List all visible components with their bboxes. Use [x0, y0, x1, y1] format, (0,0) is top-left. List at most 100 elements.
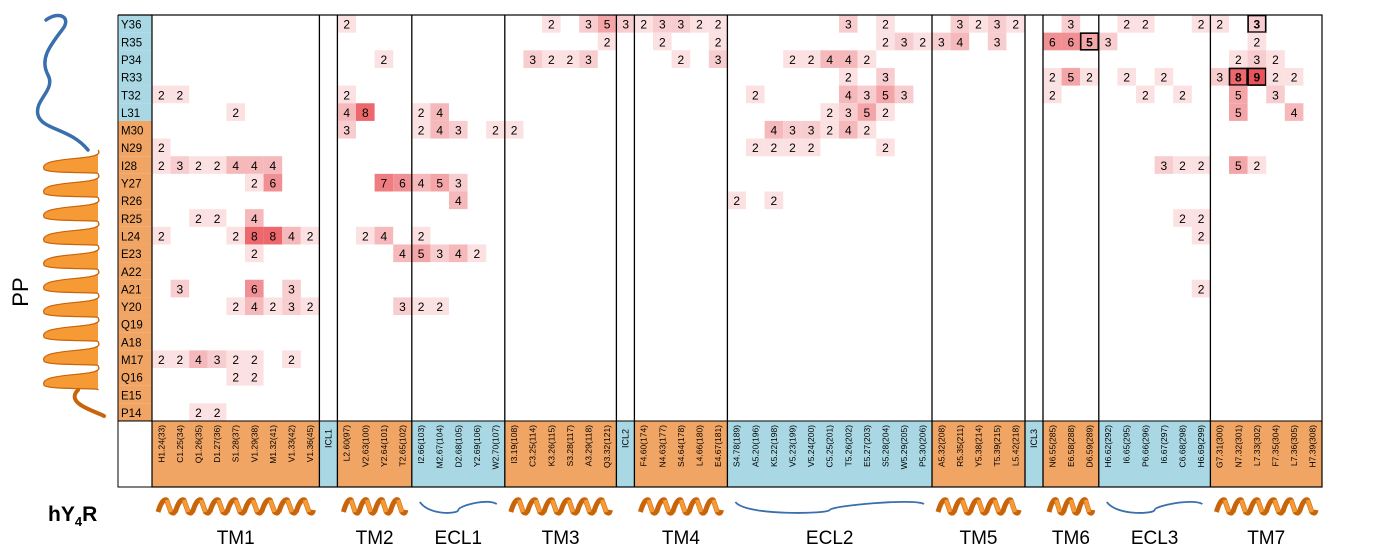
contact-value: 2 — [548, 18, 555, 32]
contact-cell — [1061, 67, 1081, 86]
pp-helix-turn — [43, 317, 100, 343]
helix-turn-face — [992, 499, 1001, 513]
contact-cell — [783, 50, 802, 68]
contact-cell — [857, 50, 877, 68]
contact-cell — [894, 32, 914, 51]
contact-value: 3 — [288, 300, 295, 314]
contact-value: 5 — [436, 177, 443, 191]
contact-value: 3 — [678, 18, 685, 32]
contact-value: 2 — [232, 371, 239, 385]
pp-residue-label: A21 — [121, 284, 141, 296]
contact-value: 2 — [214, 406, 221, 420]
receptor-residue-label: H6.69(299) — [1196, 425, 1206, 468]
pp-row-background — [118, 403, 152, 421]
contact-value: 3 — [789, 124, 796, 138]
contact-value: 2 — [1049, 88, 1056, 102]
contact-value: 2 — [715, 18, 722, 32]
helix-turn-face — [302, 499, 311, 513]
contact-cell — [950, 15, 970, 33]
contact-value: 2 — [158, 159, 165, 173]
receptor-residue-label: C1.25(34) — [175, 425, 185, 463]
pp-residue-label: Y36 — [121, 20, 141, 32]
receptor-residue-label: L2.60(97) — [342, 425, 352, 462]
contact-value: 2 — [1198, 18, 1205, 32]
contact-cell — [1247, 67, 1267, 86]
pp-row-background — [118, 244, 152, 263]
contact-value: 4 — [251, 300, 258, 314]
contact-value: 2 — [1216, 18, 1223, 32]
contact-value: 2 — [864, 53, 871, 67]
contact-value: 2 — [1291, 71, 1298, 85]
contact-value: 2 — [826, 106, 833, 120]
pp-residue-label: Y20 — [121, 302, 141, 314]
contact-cell — [207, 403, 227, 421]
contact-cell — [820, 50, 839, 68]
pp-row-background — [118, 50, 152, 68]
contact-value: 4 — [381, 229, 388, 243]
contact-cell — [653, 32, 672, 51]
contact-cell — [411, 226, 431, 245]
pp-residue-label: Y27 — [121, 179, 141, 191]
contact-value: 4 — [436, 124, 443, 138]
contact-cell — [245, 297, 264, 316]
loop-column-label: ICL2 — [620, 429, 630, 448]
contact-value: 3 — [399, 300, 406, 314]
contact-heatmap: 2 2 3 5 3 2 3 3 2 2 3 2 3 2 3 2 3 2 2 2 2 32 2 2 2 3 2 3 4 3 6 6 5 3 22 3 2 2… — [152, 14, 1322, 421]
contact-value: 4 — [826, 53, 833, 67]
pp-residue-label: E15 — [121, 390, 141, 402]
pp-row-background — [118, 67, 152, 86]
contact-cell — [337, 120, 356, 139]
receptor-residue-label: H6.62(292) — [1103, 425, 1113, 468]
contact-value: 2 — [845, 71, 852, 85]
receptor-residue-label: W5.29(205) — [899, 425, 909, 470]
contact-cell — [189, 156, 208, 174]
contact-cell — [708, 15, 728, 33]
grid-border — [151, 14, 1323, 488]
contact-cell — [282, 226, 301, 245]
receptor-residue-label: N6.55(285) — [1047, 425, 1057, 468]
receptor-residue-label: N4.63(177) — [657, 425, 667, 468]
helix-turn-face — [976, 499, 985, 513]
pp-row-background — [118, 332, 152, 351]
receptor-label-subscript: 4 — [75, 514, 83, 529]
contact-value: 9 — [1254, 71, 1261, 85]
helix-turn-face — [1289, 499, 1298, 513]
contact-cell — [746, 138, 765, 157]
contact-cell — [393, 297, 412, 316]
contact-cell — [152, 156, 171, 174]
contact-value: 8 — [251, 229, 258, 243]
pp-row-background — [118, 297, 152, 316]
receptor-residue-label: P6.66(296) — [1140, 425, 1150, 467]
contact-value: 2 — [232, 106, 239, 120]
contact-value: 2 — [789, 53, 796, 67]
receptor-residue-label: M1.32(41) — [268, 425, 278, 464]
contact-value: 4 — [436, 106, 443, 120]
contact-cell — [245, 156, 264, 174]
contact-cell — [393, 244, 412, 263]
contact-value: 5 — [864, 106, 871, 120]
contact-cell — [170, 279, 190, 298]
contact-value: 3 — [622, 18, 629, 32]
contact-cell — [1229, 50, 1248, 68]
contact-cell — [1043, 67, 1062, 86]
contact-cell — [1229, 67, 1248, 86]
loop-trace — [1106, 500, 1203, 514]
receptor-residue-label: C3.25(114) — [528, 425, 538, 467]
contact-cell — [560, 50, 580, 68]
contact-value: 2 — [1198, 229, 1205, 243]
contact-cell — [839, 85, 858, 104]
contact-value: 5 — [418, 247, 425, 261]
contact-cell — [1266, 67, 1285, 86]
pp-helix-turn — [43, 221, 100, 247]
contact-value: 2 — [548, 53, 555, 67]
contact-value: 2 — [752, 141, 759, 155]
helix-turn-face — [679, 499, 687, 513]
contact-cell — [245, 209, 264, 227]
helix-turn-face — [285, 499, 294, 513]
contact-cell — [207, 209, 227, 227]
contact-cell — [1136, 85, 1155, 104]
contact-value: 8 — [1235, 71, 1242, 85]
helix-turn-face — [1222, 499, 1231, 513]
helix-turn-face — [695, 499, 704, 513]
contact-value: 4 — [195, 353, 202, 367]
